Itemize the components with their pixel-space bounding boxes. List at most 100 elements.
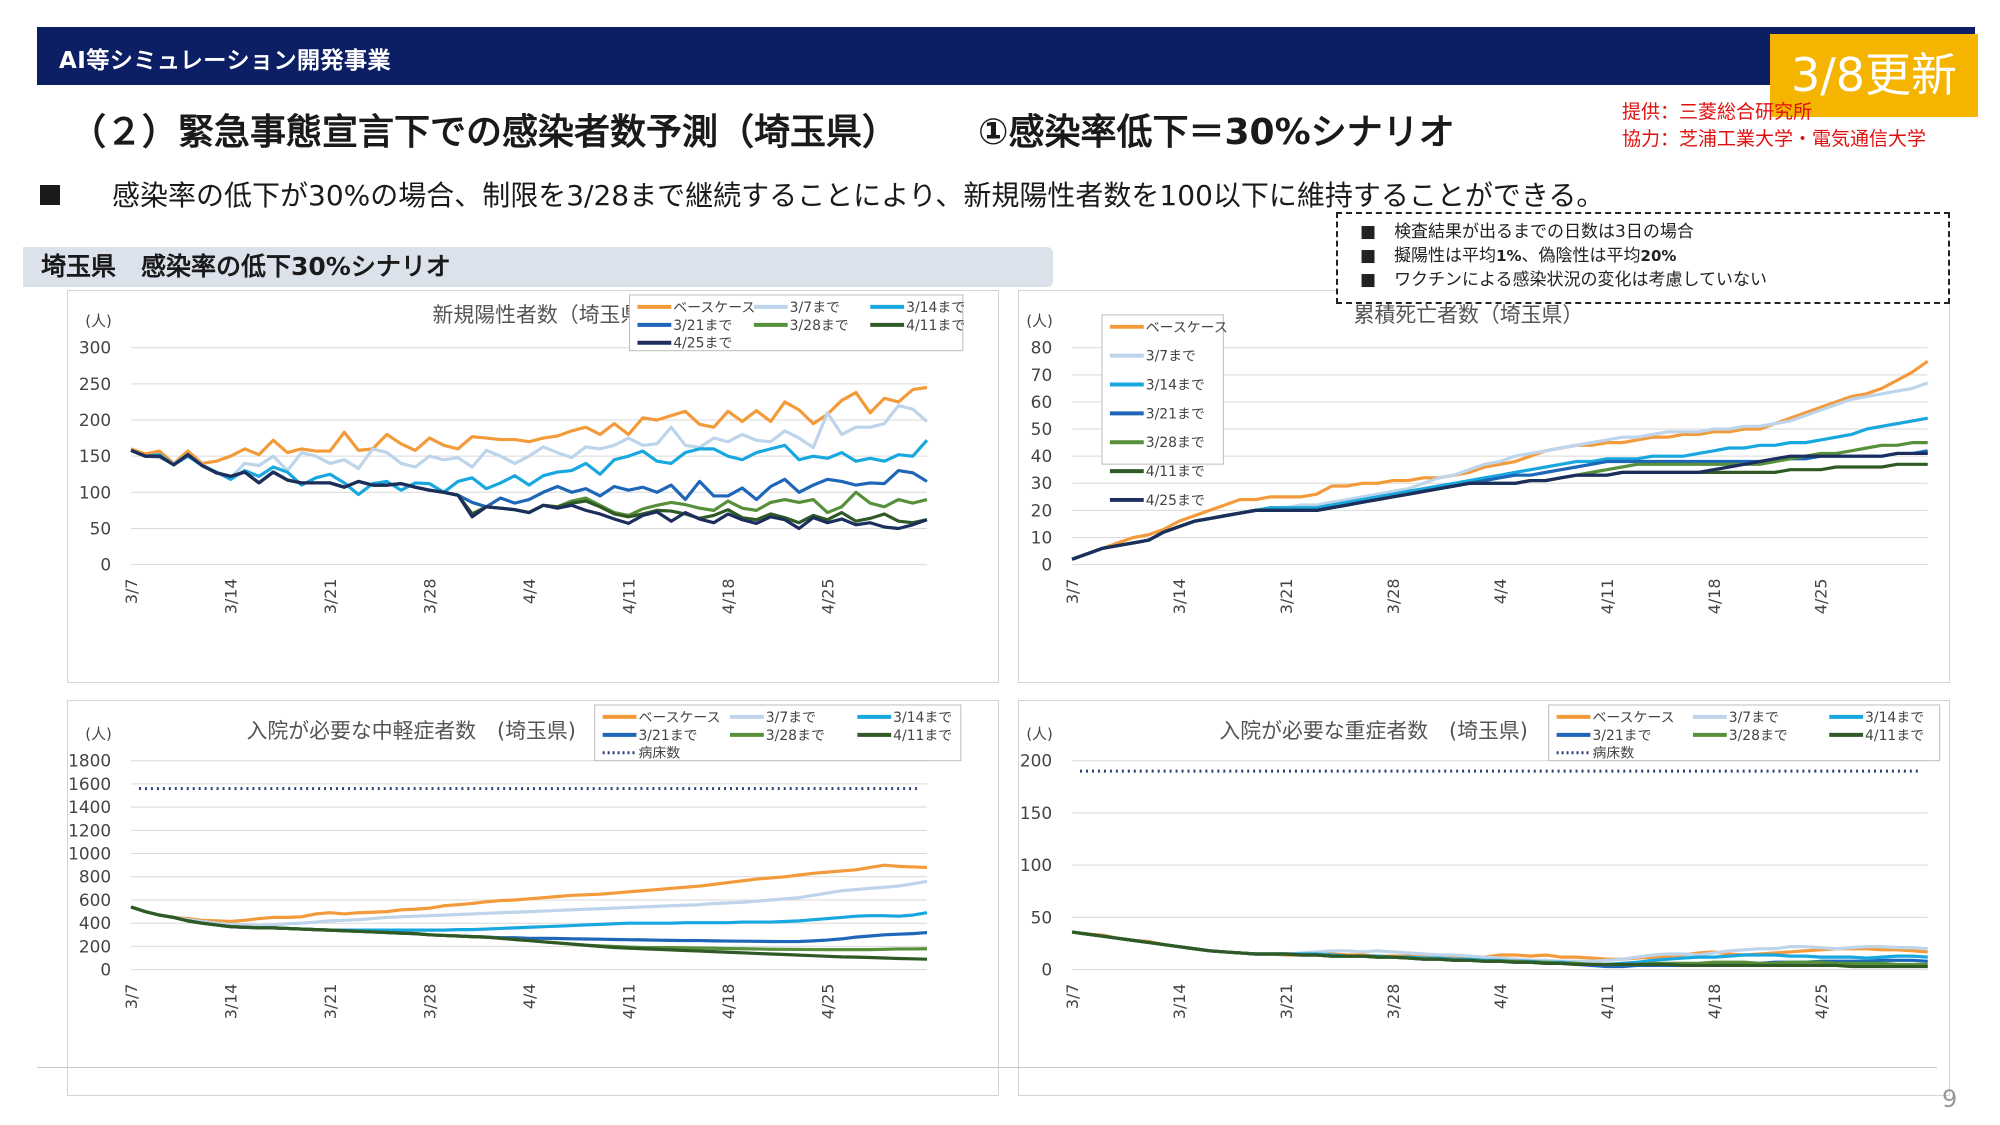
y-tick-label: 1800 [68, 751, 111, 771]
x-tick-label: 3/7 [122, 579, 141, 605]
x-tick-label: 4/18 [719, 579, 738, 615]
y-tick-label: 10 [1031, 527, 1053, 547]
legend-label: 3/21まで [1146, 406, 1205, 422]
series-line [130, 403, 929, 480]
legend-label: ベースケース [673, 300, 755, 316]
y-tick-label: 100 [1020, 855, 1052, 875]
y-tick-label: 250 [79, 374, 111, 394]
page-heading-scenario: ①感染率低下＝30%シナリオ [978, 112, 1455, 153]
y-tick-label: 60 [1031, 392, 1053, 412]
y-tick-label: 800 [79, 867, 111, 887]
series-line [130, 905, 928, 961]
x-tick-label: 4/11 [619, 579, 638, 615]
x-tick-label: 4/4 [520, 984, 539, 1010]
chart-hospitalized-mild: 0 200 400 600 800 1000 1200 1400 1600 1800 (人) 3/7 3… [67, 700, 999, 1096]
chart-title: 新規陽性者数（埼玉県） [433, 303, 663, 327]
header-title: AI等シミュレーション開発事業 [59, 48, 391, 74]
chart-title: 入院が必要な中軽症者数 (埼玉県) [246, 719, 575, 743]
y-tick-label: 400 [79, 913, 111, 933]
bullet-square-icon [40, 185, 60, 205]
y-tick-label: 0 [100, 960, 111, 980]
page-heading: （２）緊急事態宣言下での感染者数予測（埼玉県） ①感染率低下＝30%シナリオ [70, 103, 1455, 155]
x-tick-label: 4/25 [818, 984, 837, 1020]
x-tick-label: 3/21 [321, 984, 340, 1020]
y-tick-label: 0 [1041, 960, 1052, 980]
legend-label: 病床数 [1592, 746, 1634, 762]
y-tick-label: 20 [1031, 500, 1053, 520]
y-tick-label: 300 [79, 338, 111, 358]
legend-label: 3/14まで [906, 300, 965, 316]
y-tick-label: 1200 [68, 820, 111, 840]
legend-label: 3/28まで [1729, 728, 1788, 744]
series-line [130, 439, 929, 497]
legend-label: 病床数 [638, 746, 680, 762]
y-unit-label: (人) [1026, 725, 1053, 743]
legend-label: ベースケース [1146, 320, 1228, 336]
series-line [130, 448, 928, 531]
y-tick-label: 0 [100, 555, 111, 575]
legend-label: 3/28まで [766, 728, 825, 744]
legend-label: 4/11まで [893, 728, 952, 744]
legend-label: 4/25まで [1146, 493, 1205, 509]
chart-new-positives: 0 50 100 150 200 250 300 (人) 3/7 3/14 3/21 3/28 4/4 4… [67, 290, 999, 683]
y-tick-label: 1400 [68, 797, 111, 817]
note-item-vaccine: ワクチンによる感染状況の変化は考慮していない [1360, 268, 1948, 292]
x-tick-label: 3/14 [1170, 984, 1189, 1020]
legend-label: 4/11まで [1146, 464, 1205, 480]
legend-label: 3/7まで [766, 710, 816, 726]
update-badge: 3/8更新 [1770, 34, 1978, 117]
credit-provider: 提供：三菱総合研究所 [1622, 101, 1813, 123]
legend-box [1548, 704, 1941, 762]
y-tick-label: 200 [1020, 751, 1052, 771]
legend-label: 4/11まで [906, 318, 965, 334]
y-unit-label: (人) [85, 725, 112, 743]
legend-label: ベースケース [1592, 710, 1674, 726]
x-tick-label: 4/4 [1491, 984, 1510, 1010]
y-tick-label: 40 [1031, 446, 1053, 466]
y-tick-label: 70 [1031, 365, 1053, 385]
legend-label: 4/11まで [1865, 728, 1924, 744]
legend-label: 3/28まで [790, 318, 849, 334]
y-tick-label: 80 [1031, 338, 1053, 358]
x-tick-label: 4/18 [1705, 579, 1724, 615]
note-item-test-days: 検査結果が出るまでの日数は3日の場合 [1360, 220, 1948, 244]
legend-label: 3/7まで [790, 300, 840, 316]
x-tick-label: 3/14 [222, 579, 241, 615]
x-tick-label: 4/11 [619, 984, 638, 1020]
x-tick-label: 3/14 [222, 984, 241, 1020]
legend-label: 3/21まで [1592, 728, 1651, 744]
page-number: 9 [1942, 1085, 1958, 1113]
page-heading-main: （２）緊急事態宣言下での感染者数予測（埼玉県） [70, 112, 899, 153]
x-tick-label: 4/11 [1598, 984, 1617, 1020]
legend-label: 3/14まで [893, 710, 952, 726]
series-line [130, 879, 928, 928]
y-tick-label: 1600 [68, 774, 111, 794]
legend-label: ベースケース [638, 710, 720, 726]
y-tick-label: 30 [1031, 473, 1053, 493]
x-tick-label: 3/7 [122, 984, 141, 1010]
legend-box [629, 294, 964, 352]
x-tick-label: 4/25 [1812, 579, 1831, 615]
x-tick-label: 4/18 [1705, 984, 1724, 1020]
y-unit-label: (人) [1026, 312, 1053, 330]
credits: 提供：三菱総合研究所 協力：芝浦工業大学・電気通信大学 [1622, 99, 1926, 153]
x-tick-label: 4/4 [520, 579, 539, 605]
x-tick-label: 3/28 [420, 984, 439, 1020]
series-line [1071, 930, 1928, 969]
x-tick-label: 4/25 [818, 579, 837, 615]
legend-label: 3/21まで [638, 728, 697, 744]
y-tick-label: 600 [79, 890, 111, 910]
legend-label: 3/7まで [1729, 710, 1779, 726]
legend-label: 3/7まで [1146, 349, 1196, 365]
y-tick-label: 150 [1020, 803, 1052, 823]
chart-cumulative-deaths: 0 10 20 30 40 50 60 70 80 (人) 3/7 3/14 3/21 3/28 4/4 4/… [1018, 290, 1950, 683]
notes-box: 検査結果が出るまでの日数は3日の場合 擬陽性は平均1%、偽陰性は平均20% ワク… [1336, 212, 1950, 304]
chart-hospitalized-severe: 0 50 100 150 200 (人) 3/7 3/14 3/21 3/28 4/4 4/11 4/1… [1018, 700, 1950, 1096]
y-tick-label: 200 [79, 410, 111, 430]
footer-divider [37, 1067, 1937, 1068]
y-tick-label: 200 [79, 936, 111, 956]
x-tick-label: 4/25 [1812, 984, 1831, 1020]
x-tick-label: 4/18 [719, 984, 738, 1020]
note-item-false-rates: 擬陽性は平均1%、偽陰性は平均20% [1360, 244, 1948, 268]
y-tick-label: 1000 [68, 844, 111, 864]
